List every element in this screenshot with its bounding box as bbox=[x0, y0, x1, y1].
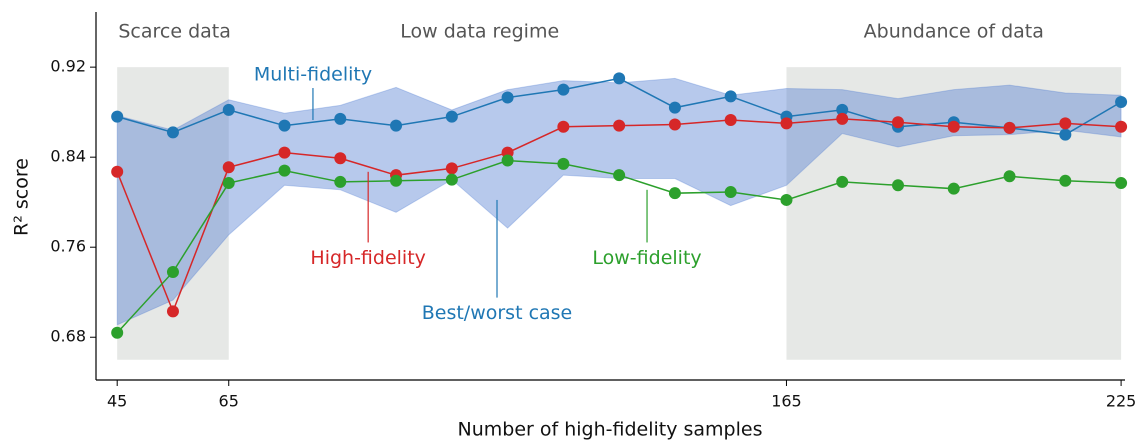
annotation: Best/worst case bbox=[422, 302, 573, 324]
data-point bbox=[166, 305, 179, 318]
data-point bbox=[222, 161, 235, 174]
region-label: Abundance of data bbox=[864, 21, 1044, 43]
data-point bbox=[780, 193, 793, 206]
data-point bbox=[222, 177, 235, 190]
data-point bbox=[892, 179, 905, 192]
data-point bbox=[111, 326, 124, 339]
data-point bbox=[1059, 128, 1072, 141]
data-point bbox=[836, 112, 849, 125]
x-tick-label: 45 bbox=[107, 392, 127, 411]
x-tick-label: 165 bbox=[771, 392, 802, 411]
y-tick-label: 0.68 bbox=[50, 327, 86, 346]
data-point bbox=[724, 90, 737, 103]
data-point bbox=[278, 146, 291, 159]
data-point bbox=[390, 174, 403, 187]
x-tick-label: 65 bbox=[219, 392, 239, 411]
data-point bbox=[724, 114, 737, 127]
data-point bbox=[111, 165, 124, 178]
data-point bbox=[111, 110, 124, 123]
data-point bbox=[557, 157, 570, 170]
x-tick-label: 225 bbox=[1106, 392, 1137, 411]
data-point bbox=[278, 119, 291, 132]
data-point bbox=[334, 175, 347, 188]
data-point bbox=[668, 101, 681, 114]
data-point bbox=[334, 112, 347, 125]
y-tick-label: 0.84 bbox=[50, 147, 86, 166]
region-label: Scarce data bbox=[118, 21, 231, 43]
data-point bbox=[1003, 121, 1016, 134]
data-point bbox=[1059, 174, 1072, 187]
data-point bbox=[501, 154, 514, 167]
data-point bbox=[1115, 177, 1128, 190]
data-point bbox=[557, 83, 570, 96]
region-label: Low data regime bbox=[400, 21, 559, 43]
data-point bbox=[1115, 96, 1128, 109]
data-point bbox=[390, 119, 403, 132]
data-point bbox=[892, 116, 905, 129]
data-point bbox=[836, 103, 849, 116]
data-point bbox=[445, 173, 458, 186]
data-point bbox=[613, 72, 626, 85]
data-point bbox=[947, 120, 960, 133]
data-point bbox=[222, 103, 235, 116]
data-point bbox=[1059, 117, 1072, 130]
y-tick-label: 0.92 bbox=[50, 57, 86, 76]
data-point bbox=[1115, 120, 1128, 133]
data-point bbox=[668, 187, 681, 200]
data-point bbox=[445, 162, 458, 175]
data-point bbox=[613, 169, 626, 182]
annotation: High-fidelity bbox=[310, 247, 426, 269]
data-point bbox=[501, 91, 514, 104]
data-point bbox=[947, 182, 960, 195]
data-point bbox=[836, 175, 849, 188]
data-point bbox=[780, 117, 793, 130]
data-point bbox=[668, 118, 681, 131]
data-point bbox=[445, 110, 458, 123]
data-point bbox=[166, 265, 179, 278]
x-axis-label: Number of high-fidelity samples bbox=[458, 419, 763, 441]
data-point bbox=[557, 120, 570, 133]
data-point bbox=[334, 152, 347, 165]
annotation: Multi-fidelity bbox=[254, 64, 372, 86]
data-point bbox=[613, 119, 626, 132]
data-point bbox=[278, 164, 291, 177]
data-point bbox=[1003, 170, 1016, 183]
data-point bbox=[166, 126, 179, 139]
y-axis-label: R² score bbox=[11, 158, 33, 236]
y-tick-label: 0.76 bbox=[50, 237, 86, 256]
data-point bbox=[724, 186, 737, 199]
annotation: Low-fidelity bbox=[592, 247, 701, 269]
band-area bbox=[116, 77, 1122, 326]
